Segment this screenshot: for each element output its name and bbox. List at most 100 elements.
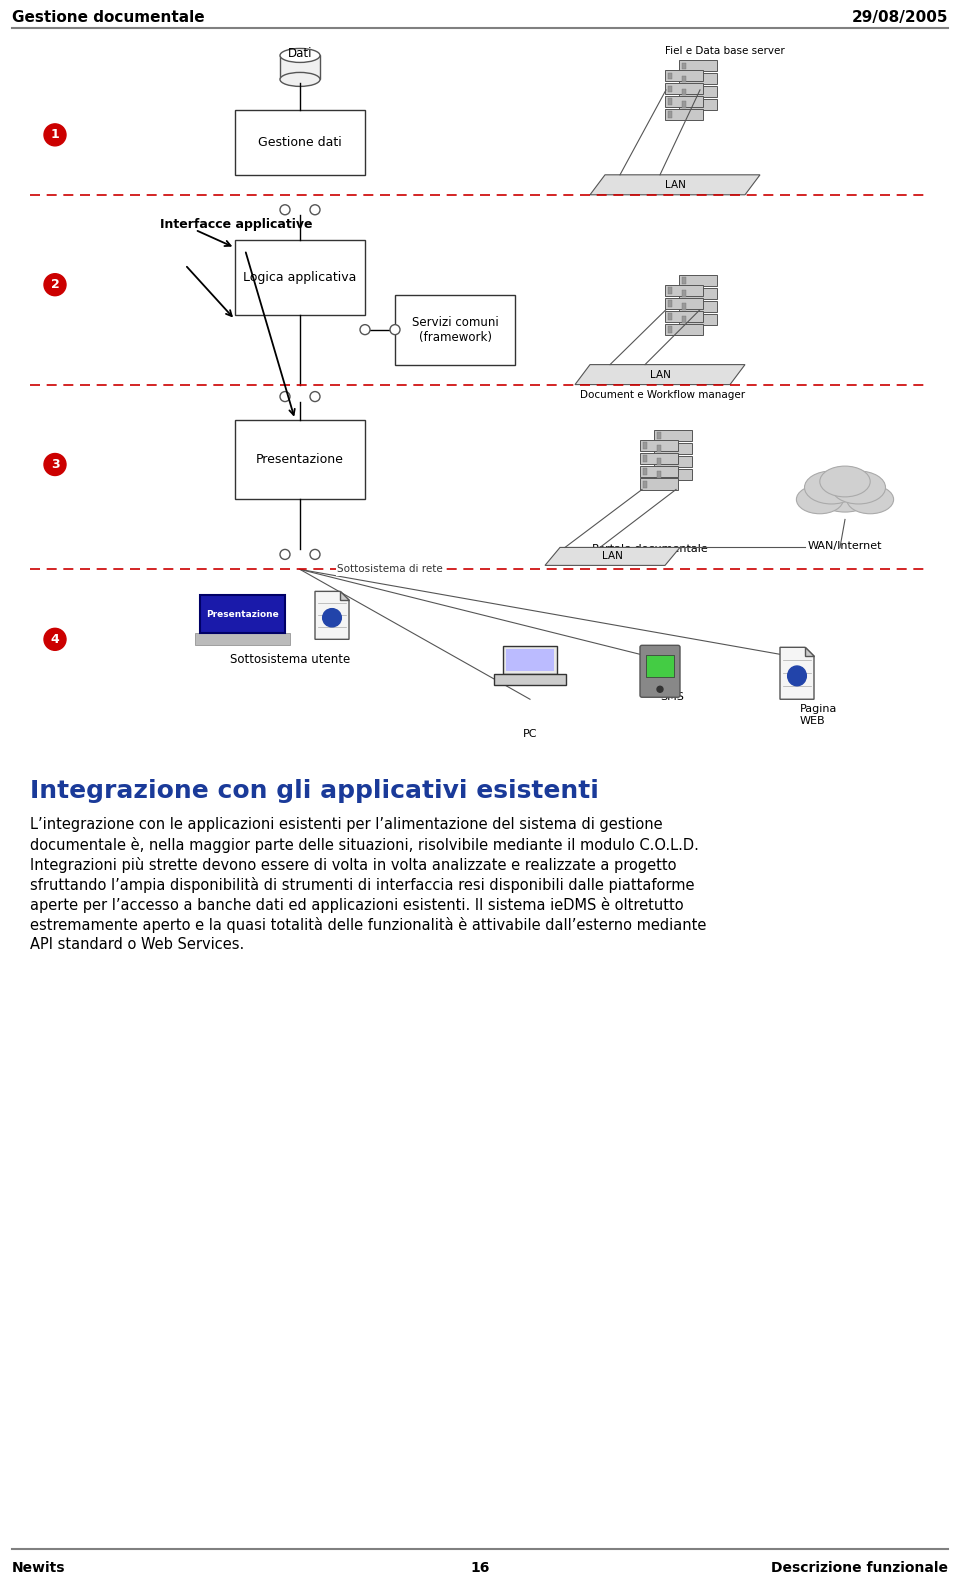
Text: 16: 16 xyxy=(470,1562,490,1576)
Circle shape xyxy=(310,549,320,559)
Text: PC: PC xyxy=(523,729,538,739)
Bar xyxy=(668,287,672,294)
Bar xyxy=(679,85,717,98)
Text: sfruttando l’ampia disponibilità di strumenti di interfaccia resi disponibili da: sfruttando l’ampia disponibilità di stru… xyxy=(30,876,694,894)
Text: WAN/Internet: WAN/Internet xyxy=(807,542,882,551)
Circle shape xyxy=(44,453,66,475)
Text: Presentazione: Presentazione xyxy=(256,453,344,466)
Bar xyxy=(643,467,647,475)
Circle shape xyxy=(44,273,66,295)
Bar xyxy=(195,633,290,646)
Bar xyxy=(665,69,703,82)
Text: Dati: Dati xyxy=(288,47,312,60)
Text: Newits: Newits xyxy=(12,1562,65,1576)
Bar xyxy=(665,284,703,297)
Text: Descrizione funzionale: Descrizione funzionale xyxy=(771,1562,948,1576)
Bar xyxy=(682,101,686,107)
Bar xyxy=(679,99,717,111)
Bar xyxy=(646,655,674,677)
Text: estremamente aperto e la quasi totalità delle funzionalità è attivabile dall’est: estremamente aperto e la quasi totalità … xyxy=(30,917,707,933)
Text: aperte per l’accesso a banche dati ed applicazioni esistenti. Il sistema ieDMS è: aperte per l’accesso a banche dati ed ap… xyxy=(30,897,684,913)
Circle shape xyxy=(280,549,290,559)
Bar xyxy=(665,109,703,120)
Bar xyxy=(668,85,672,92)
Ellipse shape xyxy=(847,485,894,513)
Bar xyxy=(657,445,661,452)
Bar xyxy=(679,275,717,286)
Bar xyxy=(640,466,678,477)
Bar xyxy=(657,458,661,464)
Bar xyxy=(665,298,703,309)
Bar xyxy=(640,478,678,489)
Bar xyxy=(668,313,672,321)
Text: Integrazioni più strette devono essere di volta in volta analizzate e realizzate: Integrazioni più strette devono essere d… xyxy=(30,857,677,873)
Text: Interfacce applicative: Interfacce applicative xyxy=(160,218,313,231)
Bar xyxy=(665,311,703,322)
Bar xyxy=(682,278,686,284)
Bar xyxy=(200,595,285,633)
Bar xyxy=(654,442,692,453)
Text: Sottosistema di rete: Sottosistema di rete xyxy=(337,564,443,575)
Bar xyxy=(235,240,365,314)
Bar xyxy=(665,84,703,95)
Text: Document e Workflow manager: Document e Workflow manager xyxy=(580,390,745,399)
Bar xyxy=(657,471,661,477)
Circle shape xyxy=(44,123,66,145)
Ellipse shape xyxy=(831,471,885,504)
Bar xyxy=(668,98,672,104)
Text: 29/08/2005: 29/08/2005 xyxy=(852,9,948,25)
Bar xyxy=(682,291,686,297)
Ellipse shape xyxy=(804,471,858,504)
Text: L’integrazione con le applicazioni esistenti per l’alimentazione del sistema di : L’integrazione con le applicazioni esist… xyxy=(30,816,662,832)
Text: Gestione documentale: Gestione documentale xyxy=(12,9,204,25)
Bar xyxy=(654,469,692,480)
Bar xyxy=(280,55,320,79)
Polygon shape xyxy=(575,365,745,385)
Bar xyxy=(682,303,686,309)
Ellipse shape xyxy=(323,608,342,627)
Polygon shape xyxy=(315,592,349,639)
Polygon shape xyxy=(545,548,680,565)
Bar xyxy=(668,300,672,306)
Bar xyxy=(503,646,557,674)
Text: 3: 3 xyxy=(51,458,60,471)
Text: Sottosistema utente: Sottosistema utente xyxy=(230,652,350,666)
Bar xyxy=(668,112,672,118)
Circle shape xyxy=(280,392,290,401)
Text: 1: 1 xyxy=(51,128,60,142)
Text: Logica applicativa: Logica applicativa xyxy=(243,270,357,284)
Text: 4: 4 xyxy=(51,633,60,646)
Ellipse shape xyxy=(820,466,870,497)
Ellipse shape xyxy=(280,49,320,63)
Bar xyxy=(665,96,703,107)
Bar xyxy=(640,439,678,452)
Bar xyxy=(668,327,672,333)
Text: Pagina
WEB: Pagina WEB xyxy=(800,704,837,726)
Bar xyxy=(494,674,566,685)
Polygon shape xyxy=(780,647,814,699)
Ellipse shape xyxy=(787,666,806,685)
Ellipse shape xyxy=(280,73,320,87)
Bar xyxy=(679,287,717,298)
Ellipse shape xyxy=(816,477,874,512)
Bar xyxy=(506,649,554,671)
Text: documentale è, nella maggior parte delle situazioni, risolvibile mediante il mod: documentale è, nella maggior parte delle… xyxy=(30,837,699,853)
Text: Servizi comuni
(framework): Servizi comuni (framework) xyxy=(412,316,498,344)
Bar xyxy=(682,316,686,322)
Circle shape xyxy=(310,205,320,215)
Bar xyxy=(643,455,647,461)
Bar xyxy=(643,442,647,448)
Polygon shape xyxy=(340,592,349,600)
Circle shape xyxy=(390,325,400,335)
Text: Presentazione: Presentazione xyxy=(206,609,278,619)
Polygon shape xyxy=(590,175,760,194)
Circle shape xyxy=(310,392,320,401)
Bar xyxy=(643,482,647,488)
Bar xyxy=(679,73,717,84)
Bar xyxy=(679,60,717,71)
Circle shape xyxy=(280,205,290,215)
Polygon shape xyxy=(805,647,814,657)
Text: LAN: LAN xyxy=(602,551,623,562)
Bar xyxy=(682,76,686,82)
Bar xyxy=(640,453,678,464)
